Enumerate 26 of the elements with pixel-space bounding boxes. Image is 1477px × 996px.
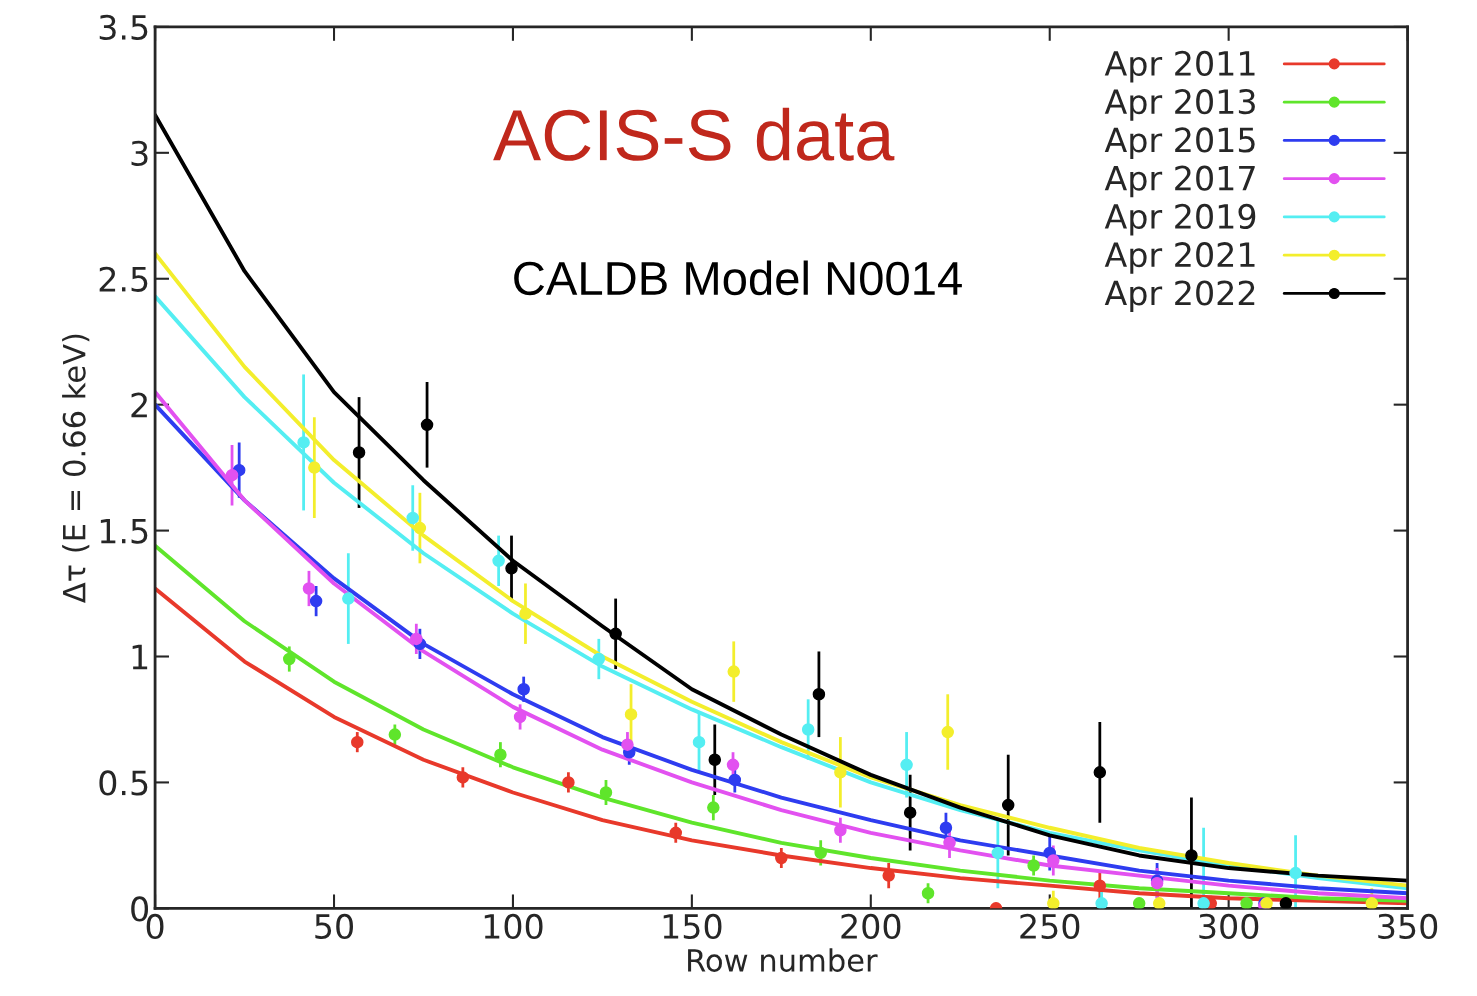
x-tick-label: 150 — [663, 913, 722, 940]
legend-label: Apr 2013 — [1104, 89, 1255, 121]
x-tick-label: 300 — [1199, 913, 1259, 940]
y-tick-label: 1 — [132, 644, 148, 670]
legend-label: Apr 2019 — [1104, 203, 1256, 236]
annotation: ACIS-S data — [493, 107, 895, 161]
x-tick-label: 100 — [484, 913, 543, 940]
x-axis-title: Row number — [688, 948, 878, 972]
legend-label: Apr 2017 — [1104, 165, 1255, 198]
y-tick-label: 0 — [131, 896, 149, 922]
y-tick-label: 3 — [131, 140, 148, 166]
y-axis-title: Δτ (E = 0.66 keV) — [62, 334, 90, 603]
legend-label: Apr 2022 — [1104, 280, 1255, 313]
y-tick-label: 2 — [131, 392, 147, 418]
legend-label: Apr 2015 — [1104, 127, 1255, 160]
y-tick-label: 1.5 — [100, 518, 148, 544]
y-tick-label: 0.5 — [99, 770, 148, 796]
y-tick-label: 3.5 — [99, 14, 148, 41]
x-tick-label: 200 — [841, 913, 901, 940]
annotation: CALDB Model N0014 — [514, 260, 962, 296]
x-tick-label: 250 — [1020, 913, 1080, 940]
legend-label: Apr 2021 — [1104, 242, 1255, 274]
x-tick-label: 50 — [315, 913, 354, 940]
y-tick-label: 2.5 — [99, 266, 148, 292]
x-tick-label: 350 — [1378, 913, 1438, 940]
legend-label: Apr 2011 — [1104, 50, 1255, 83]
